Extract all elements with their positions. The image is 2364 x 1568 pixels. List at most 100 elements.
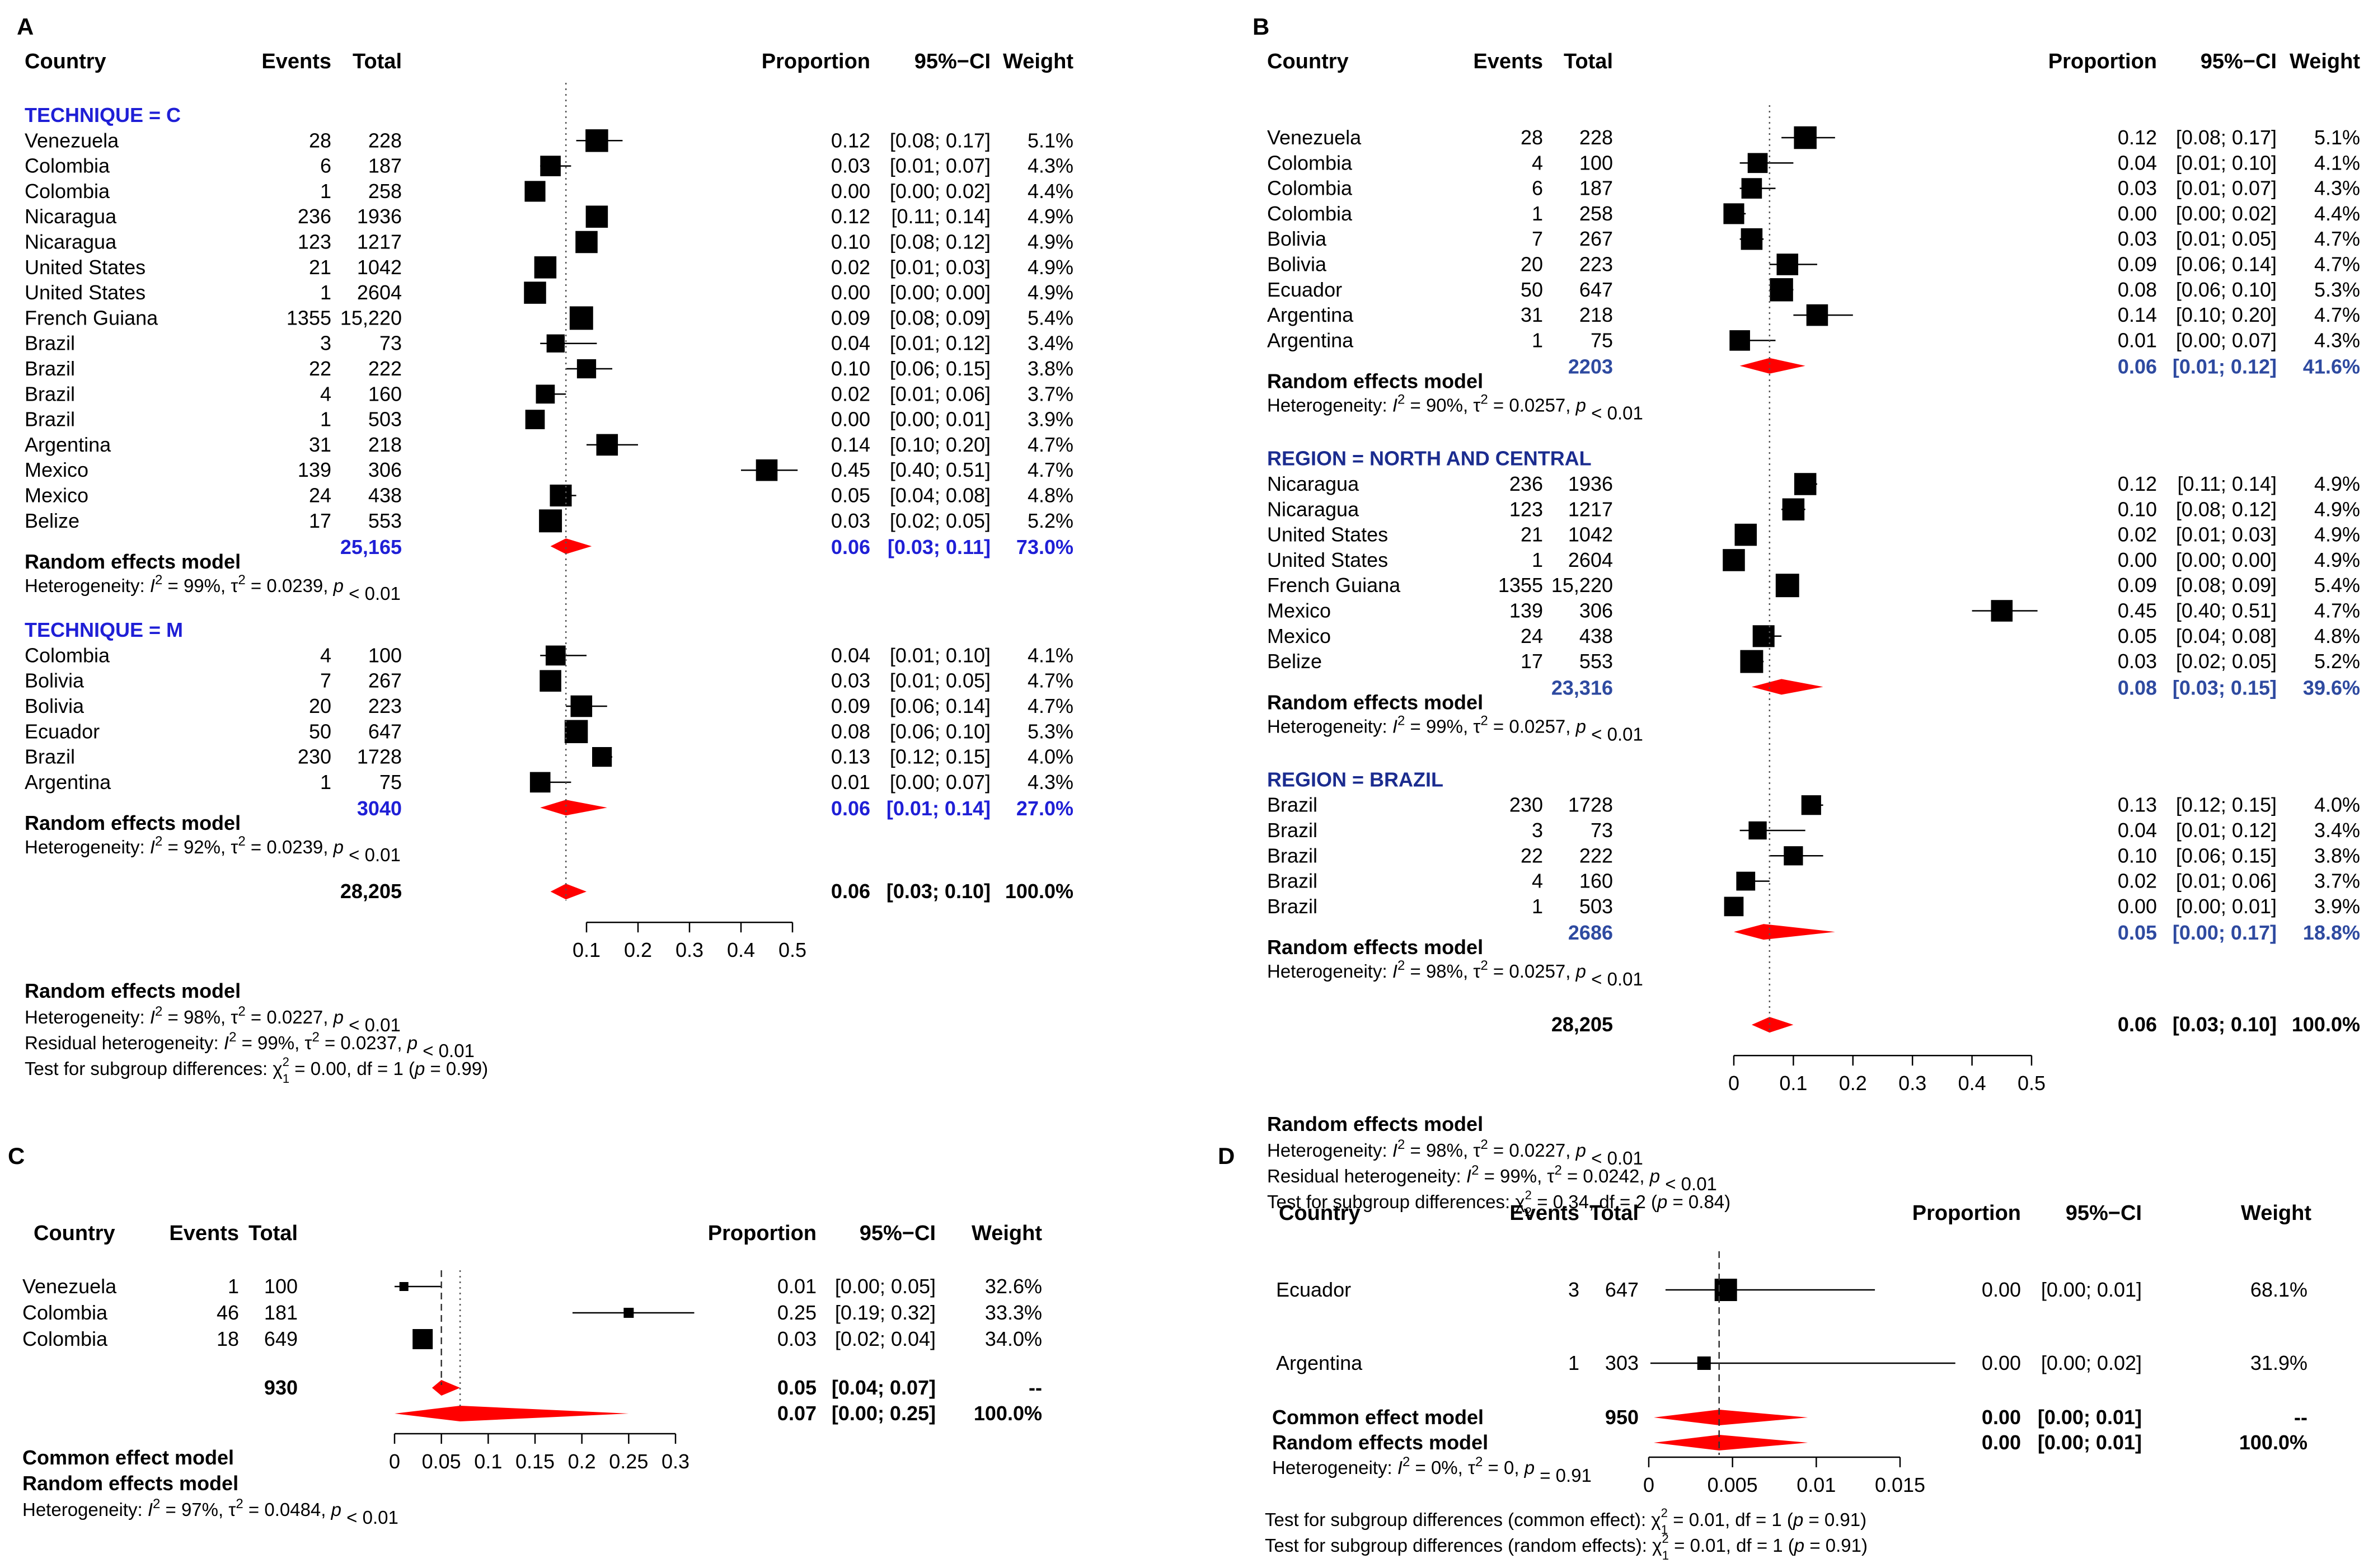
- study-proportion: 0.14: [2118, 303, 2157, 326]
- study-ci: [0.01; 0.03]: [890, 256, 991, 279]
- study-events: 230: [298, 745, 331, 768]
- study-events: 28: [309, 129, 331, 152]
- study-box: [524, 181, 546, 202]
- study-total: 1936: [357, 205, 402, 228]
- random-proportion: 0.07: [777, 1402, 817, 1425]
- study-proportion: 0.10: [2118, 844, 2157, 867]
- study-box: [575, 231, 598, 253]
- study-country: United States: [1267, 548, 1388, 571]
- study-country: Brazil: [1267, 870, 1317, 893]
- study-weight: 5.1%: [1028, 129, 1073, 152]
- study-proportion: 0.01: [831, 771, 870, 794]
- study-ci: [0.01; 0.12]: [890, 332, 991, 355]
- study-box: [1729, 330, 1750, 351]
- study-events: 22: [309, 357, 331, 380]
- study-ci: [0.00; 0.01]: [2176, 895, 2277, 918]
- study-weight: 3.9%: [1028, 408, 1073, 431]
- study-weight: 31.9%: [2250, 1351, 2307, 1374]
- study-box: [1736, 871, 1756, 891]
- common-ci: [0.00; 0.01]: [2038, 1406, 2142, 1429]
- study-total: 1936: [1568, 472, 1613, 495]
- study-weight: 4.9%: [2314, 548, 2360, 571]
- subgroup-weight: 39.6%: [2303, 676, 2360, 699]
- study-country: United States: [1267, 523, 1388, 546]
- study-ci: [0.01; 0.06]: [890, 382, 991, 405]
- study-weight: 4.0%: [2314, 794, 2360, 816]
- subgroup-heterogeneity: Heterogeneity: I2 = 90%, τ2 = 0.0257, p …: [1267, 392, 1643, 424]
- study-ci: [0.00; 0.00]: [2176, 548, 2277, 571]
- study-country: Argentina: [25, 771, 111, 794]
- subgroup-test-random: Test for subgroup differences (random ef…: [1265, 1532, 1868, 1562]
- study-box: [564, 720, 588, 744]
- subgroup-heterogeneity: Heterogeneity: I2 = 99%, τ2 = 0.0257, p …: [1267, 713, 1643, 744]
- study-country: Nicaragua: [1267, 472, 1359, 495]
- study-ci: [0.06; 0.14]: [2176, 253, 2277, 276]
- footer-heterogeneity: Heterogeneity: I2 = 98%, τ2 = 0.0227, p …: [1267, 1137, 1643, 1168]
- study-events: 20: [309, 694, 331, 717]
- random-diamond: [395, 1406, 629, 1421]
- study-weight: 68.1%: [2250, 1278, 2307, 1301]
- study-country: Brazil: [25, 357, 75, 380]
- heterogeneity: Heterogeneity: I2 = 97%, τ2 = 0.0484, p …: [22, 1496, 398, 1528]
- study-weight: 5.2%: [1028, 509, 1073, 532]
- subgroup-total: 23,316: [1551, 676, 1613, 699]
- study-country: Argentina: [1267, 303, 1354, 326]
- study-events: 1: [1532, 895, 1543, 918]
- study-proportion: 0.13: [831, 745, 870, 768]
- study-ci: [0.01; 0.10]: [890, 644, 991, 666]
- study-total: 303: [1605, 1351, 1639, 1374]
- study-proportion: 0.45: [2118, 599, 2157, 622]
- subgroup-total: 2686: [1568, 921, 1613, 944]
- study-country: Brazil: [1267, 794, 1317, 816]
- study-proportion: 0.01: [2118, 328, 2157, 351]
- subgroup-ci: [0.01; 0.14]: [886, 797, 991, 820]
- overall-total: 28,205: [340, 880, 402, 903]
- header-weight: Weight: [1003, 50, 1073, 73]
- study-total: 2604: [1568, 548, 1613, 571]
- study-country: Ecuador: [1276, 1278, 1351, 1301]
- study-proportion: 0.45: [831, 458, 870, 481]
- overall-weight: 100.0%: [1005, 880, 1073, 903]
- header-total: Total: [1564, 50, 1613, 73]
- study-box: [525, 410, 545, 429]
- subgroup-diamond: [540, 800, 607, 816]
- subgroup-diamond: [550, 538, 592, 555]
- header-ci: 95%−CI: [914, 50, 991, 73]
- study-total: 553: [368, 509, 402, 532]
- study-total: 187: [1579, 177, 1613, 200]
- study-box: [539, 509, 562, 533]
- footer-residual-heterogeneity: Residual heterogeneity: I2 = 99%, τ2 = 0…: [25, 1030, 475, 1061]
- study-ci: [0.12; 0.15]: [890, 745, 991, 768]
- common-total: 950: [1605, 1406, 1639, 1429]
- study-proportion: 0.03: [831, 154, 870, 177]
- header-events: Events: [1473, 50, 1543, 73]
- study-proportion: 0.12: [831, 205, 870, 228]
- footer-model-label: Random effects model: [25, 979, 241, 1002]
- study-total: 187: [368, 154, 402, 177]
- subgroup-proportion: 0.06: [831, 536, 870, 558]
- study-proportion: 0.09: [2118, 574, 2157, 597]
- study-weight: 4.7%: [1028, 669, 1073, 692]
- study-proportion: 0.00: [831, 281, 870, 304]
- study-weight: 4.8%: [1028, 484, 1073, 507]
- study-box: [524, 281, 546, 304]
- study-proportion: 0.13: [2118, 794, 2157, 816]
- study-ci: [0.08; 0.17]: [2176, 126, 2277, 149]
- subgroup-heterogeneity: Heterogeneity: I2 = 99%, τ2 = 0.0239, p …: [25, 572, 401, 604]
- subgroup-ci: [0.00; 0.17]: [2173, 921, 2277, 944]
- overall-ci: [0.03; 0.10]: [886, 880, 991, 903]
- overall-total: 28,205: [1551, 1013, 1613, 1036]
- study-country: Colombia: [22, 1301, 108, 1324]
- study-box: [1734, 523, 1757, 546]
- study-ci: [0.01; 0.06]: [2176, 870, 2277, 893]
- footer-subgroup-test: Test for subgroup differences: χ2 1 = 0.0…: [25, 1055, 488, 1086]
- header-ci: 95%−CI: [860, 1222, 936, 1245]
- subgroup-label: REGION = NORTH AND CENTRAL: [1267, 447, 1592, 470]
- study-weight: 4.8%: [2314, 625, 2360, 647]
- study-proportion: 0.03: [831, 509, 870, 532]
- study-box: [1723, 203, 1744, 224]
- study-box: [1775, 574, 1799, 598]
- study-events: 4: [1532, 151, 1543, 174]
- study-total: 267: [368, 669, 402, 692]
- study-country: Mexico: [25, 484, 88, 507]
